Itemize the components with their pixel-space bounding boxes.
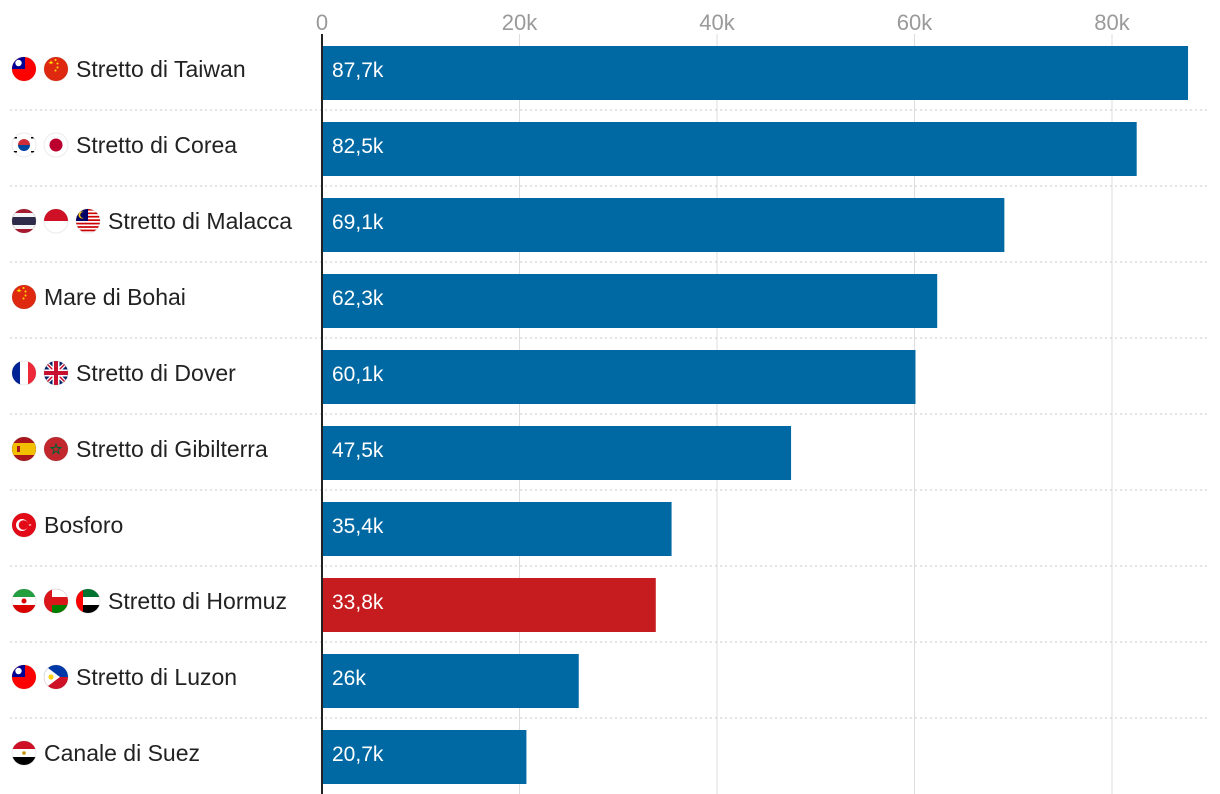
bar-value-label: 26k — [332, 667, 366, 690]
category-label: Stretto di Taiwan — [76, 56, 246, 82]
egypt-flag-icon — [11, 740, 37, 766]
bar-rows: Stretto di Taiwan 87,7k Stretto di Corea 82… — [11, 46, 1189, 784]
bar-row: Canale di Suez 20,7k — [11, 730, 527, 784]
bar-row: Stretto di Corea 82,5k — [11, 122, 1137, 176]
x-tick-label: 40k — [699, 10, 735, 35]
category-label: Stretto di Gibilterra — [76, 436, 268, 462]
japan-flag-icon — [43, 132, 69, 158]
bar-value-label: 60,1k — [332, 363, 384, 386]
bar-row: Stretto di Gibilterra 47,5k — [11, 426, 792, 480]
bar-row: Stretto di Malacca 69,1k — [11, 198, 1005, 252]
category-label: Bosforo — [44, 512, 123, 538]
bar-value-label: 82,5k — [332, 135, 384, 158]
china-flag-icon — [43, 56, 69, 82]
bar-value-label: 69,1k — [332, 211, 384, 234]
bar — [322, 426, 792, 480]
malaysia-flag-icon — [75, 208, 101, 234]
bar — [322, 502, 672, 556]
south-korea-flag-icon — [11, 132, 37, 158]
bar-row: Stretto di Taiwan 87,7k — [11, 46, 1189, 100]
category-label: Stretto di Luzon — [76, 664, 237, 690]
bar — [322, 46, 1189, 100]
philippines-flag-icon — [43, 664, 69, 690]
category-label: Canale di Suez — [44, 740, 200, 766]
x-tick-label: 0 — [316, 10, 328, 35]
bar — [322, 730, 527, 784]
grid-lines — [10, 34, 1210, 794]
bar-value-label: 87,7k — [332, 59, 384, 82]
x-axis-ticks: 0 20k 40k 60k 80k — [316, 10, 1131, 35]
taiwan-flag-icon — [11, 56, 37, 82]
bar-value-label: 20,7k — [332, 743, 384, 766]
bar — [322, 654, 579, 708]
bar-value-label: 62,3k — [332, 287, 384, 310]
iran-flag-icon — [11, 588, 37, 614]
spain-flag-icon — [11, 436, 37, 462]
uk-flag-icon — [43, 360, 69, 386]
bar-row: Stretto di Luzon 26k — [11, 654, 579, 708]
bar-row: Stretto di Dover 60,1k — [11, 350, 916, 404]
china-flag-icon — [11, 284, 37, 310]
thailand-flag-icon — [11, 208, 37, 234]
bar-row: Mare di Bohai 62,3k — [11, 274, 938, 328]
bar — [322, 198, 1005, 252]
bar-value-label: 35,4k — [332, 515, 384, 538]
x-tick-label: 60k — [897, 10, 933, 35]
category-label: Stretto di Corea — [76, 132, 237, 158]
bar — [322, 122, 1137, 176]
bar — [322, 274, 938, 328]
bar-row: Stretto di Hormuz 33,8k — [11, 578, 656, 632]
bar-value-label: 33,8k — [332, 591, 384, 614]
bar-value-label: 47,5k — [332, 439, 384, 462]
france-flag-icon — [11, 360, 37, 386]
category-label: Stretto di Hormuz — [108, 588, 287, 614]
bar-row: Bosforo 35,4k — [11, 502, 672, 556]
category-label: Mare di Bohai — [44, 284, 186, 310]
uae-flag-icon — [75, 588, 101, 614]
taiwan-flag-icon — [11, 664, 37, 690]
bar — [322, 578, 656, 632]
turkey-flag-icon — [11, 512, 37, 538]
oman-flag-icon — [43, 588, 69, 614]
indonesia-flag-icon — [43, 208, 69, 234]
category-label: Stretto di Dover — [76, 360, 236, 386]
x-tick-label: 80k — [1094, 10, 1130, 35]
category-label: Stretto di Malacca — [108, 208, 292, 234]
bar — [322, 350, 916, 404]
morocco-flag-icon — [43, 436, 69, 462]
x-tick-label: 20k — [502, 10, 538, 35]
